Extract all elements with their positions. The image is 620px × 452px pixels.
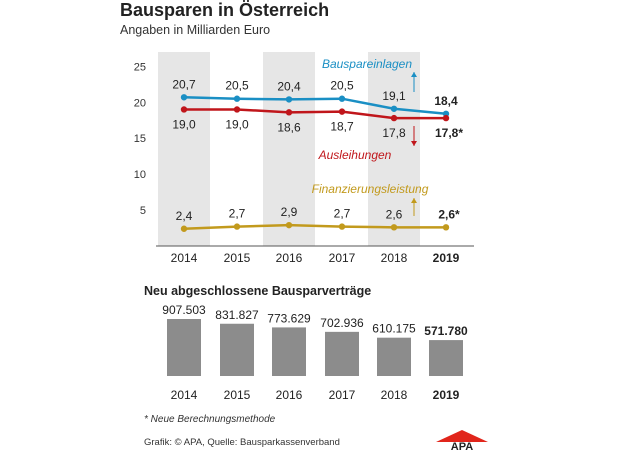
bar-2019 (429, 340, 463, 376)
y-tick-label: 15 (134, 133, 146, 145)
bar-value-label: 702.936 (320, 316, 364, 330)
data-label: 20,5 (225, 79, 249, 93)
data-label: 19,0 (172, 117, 196, 131)
data-point (233, 223, 241, 230)
series-name-ausleihungen: Ausleihungen (318, 148, 392, 162)
source-credit: Grafik: © APA, Quelle: Bausparkassenverb… (144, 437, 340, 448)
line-chart: 5 10 15 20 25 2014 2015 2016 2017 2018 2019 20,7 20,… (134, 52, 474, 265)
y-tick-label: 20 (134, 97, 146, 109)
data-point (390, 224, 398, 231)
x-tick-label-2018: 2018 (381, 251, 408, 265)
data-label: 2,9 (281, 205, 298, 219)
bar-2014 (167, 319, 201, 376)
data-label: 18,4 (434, 94, 458, 108)
data-label: 19,1 (382, 89, 406, 103)
series-pointer-arrow (411, 72, 417, 77)
data-label: 20,7 (172, 77, 196, 91)
bar-category-2015: 2015 (224, 388, 251, 402)
bar-value-label: 610.175 (372, 322, 416, 336)
x-tick-label-2017: 2017 (329, 251, 356, 265)
bar-category-2017: 2017 (329, 388, 356, 402)
data-point (180, 106, 188, 113)
data-label: 2,6* (438, 207, 460, 221)
y-tick-label: 10 (134, 169, 146, 181)
bar-category-2018: 2018 (381, 388, 408, 402)
data-point (180, 94, 188, 101)
bar-value-label: 907.503 (162, 303, 206, 317)
bar-value-label: 773.629 (267, 311, 311, 325)
data-label: 2,7 (229, 207, 246, 221)
data-label: 18,7 (330, 120, 354, 134)
series-name-bauspareinlagen: Bauspareinlagen (322, 57, 412, 71)
bar-chart-title: Neu abgeschlossene Bausparverträge (144, 284, 372, 298)
series-line-bauspareinlagen (183, 96, 447, 116)
year-band-2018 (368, 52, 420, 246)
year-band-2016 (263, 52, 315, 246)
data-point (338, 223, 346, 230)
bar-category-2019: 2019 (433, 388, 460, 402)
bar-chart: 907.503 2014 831.827 2015 773.629 2016 702.936… (162, 303, 468, 402)
y-tick-label: 25 (134, 61, 146, 73)
data-point (442, 114, 450, 122)
data-point (180, 225, 188, 232)
data-point (285, 96, 293, 103)
x-tick-label-2019: 2019 (433, 251, 460, 265)
data-label: 2,6 (386, 207, 403, 221)
footnote: * Neue Berechnungsmethode (144, 414, 276, 425)
data-point (233, 106, 241, 113)
data-point (338, 95, 346, 102)
bar-2015 (220, 323, 254, 376)
series-pointer-arrow (411, 141, 417, 146)
data-label: 17,8 (382, 126, 406, 140)
data-point (285, 221, 293, 229)
data-label: 2,4 (176, 209, 193, 223)
bar-category-2014: 2014 (171, 388, 198, 402)
bar-2018 (377, 337, 411, 376)
series-name-finanzierungsleistung: Finanzierungsleistung (312, 182, 429, 196)
bar-value-label: 571.780 (424, 324, 468, 338)
y-tick-label: 5 (140, 205, 146, 217)
data-label: 19,0 (225, 117, 249, 131)
bar-category-2016: 2016 (276, 388, 303, 402)
series-line-ausleihungen (184, 108, 446, 120)
x-tick-label-2015: 2015 (224, 251, 251, 265)
data-point (285, 109, 293, 116)
data-label: 17,8* (435, 126, 463, 140)
year-band-2014 (158, 52, 210, 246)
logo-text: APA (451, 441, 473, 450)
series-line-finanzierungsleistung (183, 223, 446, 231)
data-label: 2,7 (334, 207, 351, 221)
bar-2016 (272, 327, 306, 376)
data-point (233, 95, 241, 102)
series-pointer-arrow (411, 198, 417, 203)
data-point (442, 224, 450, 231)
data-label: 20,4 (277, 79, 301, 93)
bar-2017 (325, 331, 359, 376)
chart-subtitle: Angaben in Milliarden Euro (120, 23, 271, 37)
chart-title: Bausparen in Österreich (120, 0, 330, 20)
x-tick-label-2016: 2016 (276, 251, 303, 265)
data-label: 18,6 (277, 120, 301, 134)
data-point (390, 114, 398, 122)
x-tick-label-2014: 2014 (171, 251, 198, 265)
bar-value-label: 831.827 (215, 308, 259, 322)
data-point (338, 108, 346, 115)
apa-logo: APA (436, 430, 488, 450)
data-label: 20,5 (330, 79, 354, 93)
data-point (390, 105, 398, 112)
